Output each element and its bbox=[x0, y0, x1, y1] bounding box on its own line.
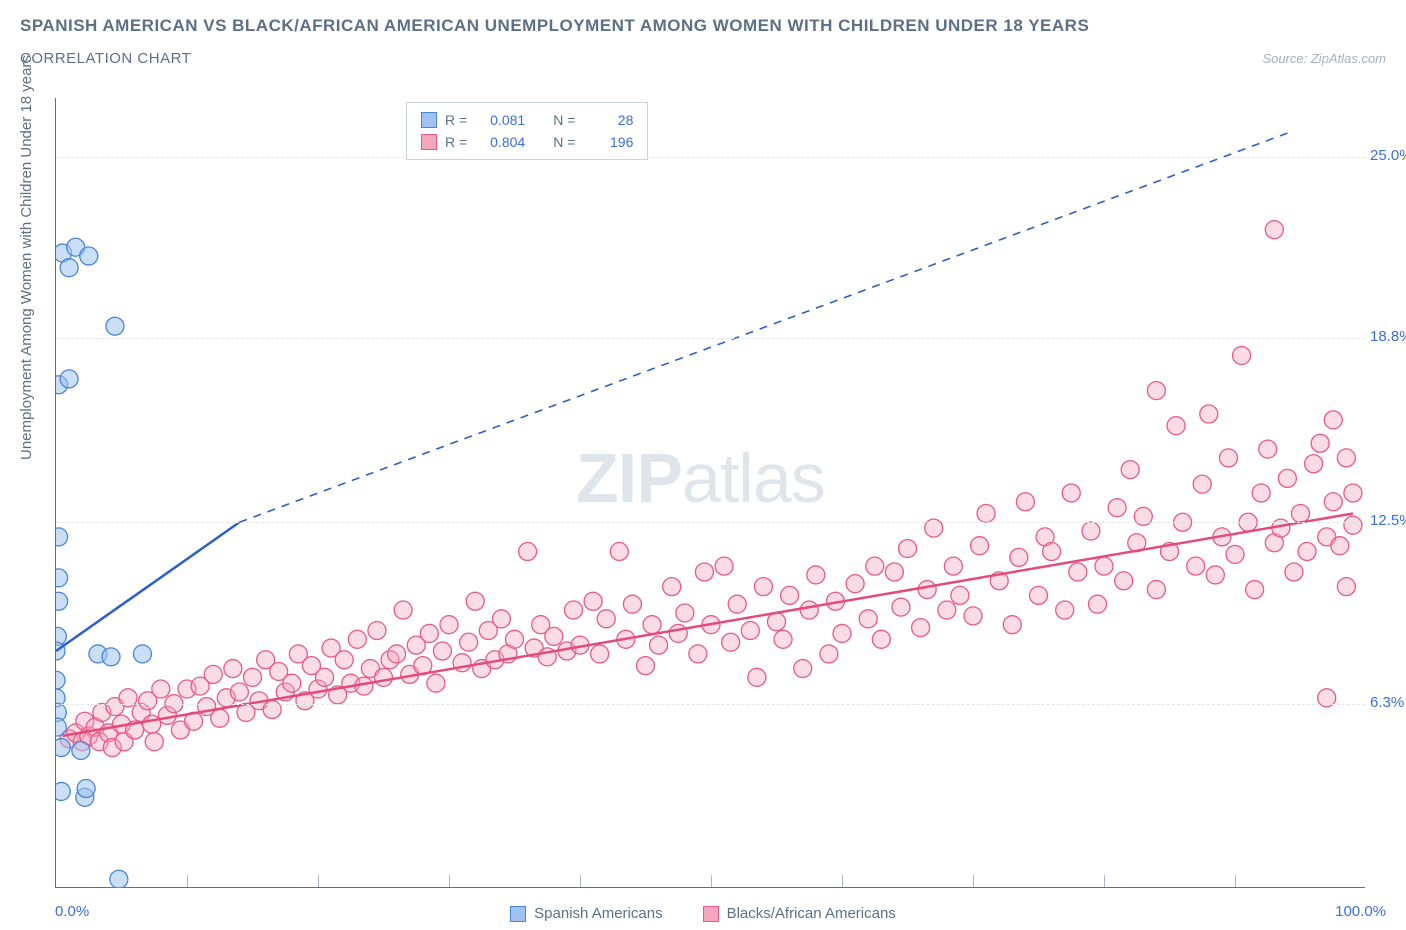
chart-title: SPANISH AMERICAN VS BLACK/AFRICAN AMERIC… bbox=[20, 16, 1386, 36]
legend-swatch-spanish-2 bbox=[510, 906, 526, 922]
legend-swatch-black bbox=[421, 134, 437, 150]
legend-item-spanish: Spanish Americans bbox=[510, 905, 662, 922]
y-axis-label: Unemployment Among Women with Children U… bbox=[18, 55, 35, 460]
y-tick-label: 12.5% bbox=[1370, 512, 1406, 529]
y-tick-label: 18.8% bbox=[1370, 328, 1406, 345]
legend-stats: R = 0.081 N = 28 R = 0.804 N = 196 bbox=[406, 102, 648, 160]
legend-series: Spanish Americans Blacks/African America… bbox=[0, 905, 1406, 922]
chart-source: Source: ZipAtlas.com bbox=[1262, 51, 1386, 66]
y-tick-label: 6.3% bbox=[1370, 694, 1406, 711]
y-tick-label: 25.0% bbox=[1370, 147, 1406, 164]
chart-header: SPANISH AMERICAN VS BLACK/AFRICAN AMERIC… bbox=[0, 0, 1406, 67]
chart-plot-area: ZIPatlas R = 0.081 N = 28 R = 0.804 N = … bbox=[55, 98, 1365, 888]
legend-row-black: R = 0.804 N = 196 bbox=[421, 131, 633, 153]
chart-svg bbox=[56, 98, 1366, 888]
legend-swatch-black-2 bbox=[703, 906, 719, 922]
legend-swatch-spanish bbox=[421, 112, 437, 128]
legend-row-spanish: R = 0.081 N = 28 bbox=[421, 109, 633, 131]
chart-subtitle: CORRELATION CHART bbox=[20, 50, 191, 67]
legend-item-black: Blacks/African Americans bbox=[703, 905, 896, 922]
